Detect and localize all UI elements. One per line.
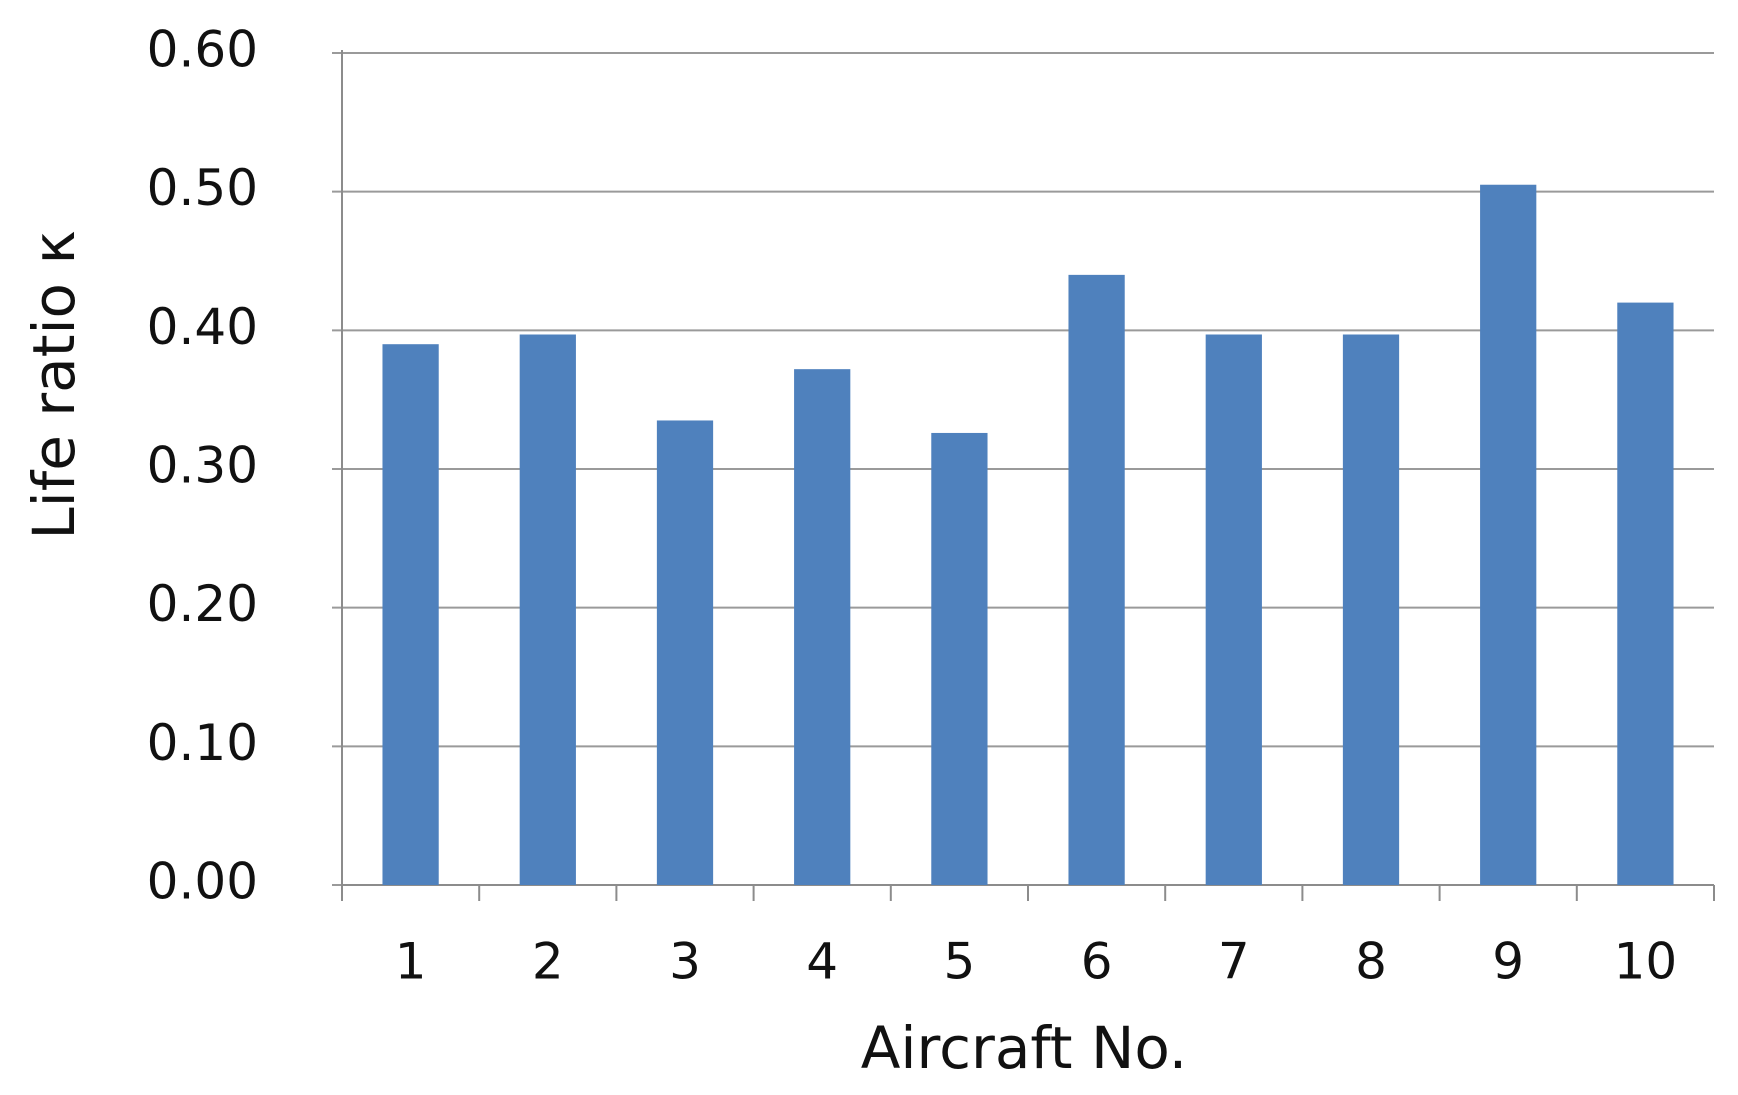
y-axis-title: Life ratio κ xyxy=(20,230,88,539)
x-axis-title: Aircraft No. xyxy=(861,1014,1188,1082)
bar xyxy=(1068,274,1125,885)
x-tick-label: 3 xyxy=(669,933,701,991)
bar xyxy=(1205,334,1262,885)
y-tick-label: 0.20 xyxy=(147,575,258,633)
x-tick-label: 8 xyxy=(1355,933,1387,991)
bar xyxy=(794,369,851,885)
x-tick-label: 10 xyxy=(1614,933,1678,991)
bar xyxy=(656,420,714,885)
x-tick-label: 7 xyxy=(1218,933,1250,991)
y-tick-label: 0.00 xyxy=(147,853,258,911)
bar xyxy=(1480,184,1537,885)
x-tick-label: 5 xyxy=(943,933,975,991)
bar xyxy=(1617,302,1674,886)
bar xyxy=(519,334,576,885)
x-tick-label: 1 xyxy=(395,933,427,991)
y-tick-label: 0.30 xyxy=(147,437,258,495)
bar xyxy=(1342,334,1400,885)
bar xyxy=(382,344,439,885)
y-tick-label: 0.10 xyxy=(147,714,258,772)
x-tick-label: 4 xyxy=(806,933,838,991)
x-tick-label: 6 xyxy=(1081,933,1113,991)
x-tick-label: 9 xyxy=(1492,933,1524,991)
x-tick-label: 2 xyxy=(532,933,564,991)
y-tick-label: 0.60 xyxy=(147,21,258,79)
y-tick-label: 0.40 xyxy=(147,298,258,356)
bar xyxy=(931,432,988,885)
y-tick-label: 0.50 xyxy=(147,159,258,217)
